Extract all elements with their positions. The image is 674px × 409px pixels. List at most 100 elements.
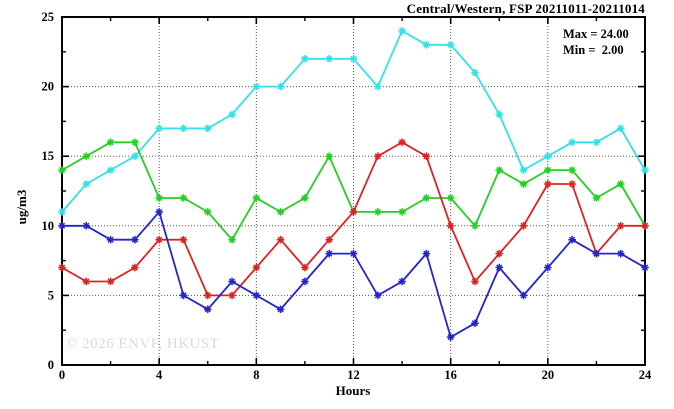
blue-series-marker <box>373 291 382 300</box>
cyan-series-marker <box>58 208 66 216</box>
cyan-series-marker <box>398 27 406 35</box>
green-series-marker <box>106 138 115 147</box>
cyan-series-marker <box>422 41 431 49</box>
blue-series-marker <box>471 319 479 328</box>
green-series-marker <box>616 180 625 188</box>
green-series-marker <box>398 208 406 216</box>
green-series-marker <box>446 194 455 202</box>
cyan-series-marker <box>155 124 163 133</box>
green-series-marker <box>155 194 163 202</box>
cyan-series-marker <box>228 110 236 119</box>
red-series-marker <box>471 277 479 286</box>
blue-series <box>58 208 649 341</box>
y-axis-title: ug/m3 <box>14 189 29 225</box>
y-tick-label: 15 <box>42 149 55 163</box>
blue-series-marker <box>131 235 139 244</box>
blue-series-marker <box>495 263 504 272</box>
red-series-marker <box>422 152 431 160</box>
green-series-marker <box>471 222 479 230</box>
x-tick-label: 20 <box>542 368 555 382</box>
x-axis-title: Hours <box>335 383 371 398</box>
cyan-series-marker <box>276 82 285 91</box>
x-tick-label: 24 <box>639 368 652 382</box>
cyan-series-marker <box>131 152 139 160</box>
red-series-marker <box>349 208 358 216</box>
cyan-series-marker <box>616 124 625 133</box>
red-series-marker <box>568 180 576 188</box>
green-series-marker <box>519 180 528 188</box>
cyan-series-marker <box>82 180 91 188</box>
green-series-marker <box>252 194 261 202</box>
blue-series-marker <box>616 249 625 258</box>
cyan-series-marker <box>495 110 504 119</box>
blue-series-marker <box>106 235 115 244</box>
blue-series-marker <box>592 249 601 258</box>
red-series-marker <box>616 222 625 230</box>
red-series-marker <box>155 235 163 244</box>
y-tick-label: 0 <box>48 358 54 372</box>
green-series-marker <box>58 166 66 174</box>
y-tick-label: 20 <box>42 80 55 94</box>
blue-series-marker <box>252 291 261 300</box>
x-tick-label: 16 <box>444 368 457 382</box>
stats-annotation: Max = 24.00 Min = 2.00 <box>563 26 629 58</box>
cyan-series-marker <box>252 82 261 91</box>
blue-series-marker <box>641 263 649 272</box>
red-series-marker <box>82 277 91 286</box>
red-series-marker <box>495 249 504 258</box>
red-series-marker <box>228 291 236 300</box>
red-series <box>58 138 649 300</box>
green-series-marker <box>179 194 188 202</box>
green-series-marker <box>228 235 236 244</box>
cyan-series-marker <box>301 54 309 63</box>
max-value-label: Max = 24.00 <box>563 27 629 41</box>
red-series-marker <box>325 235 334 244</box>
cyan-series <box>58 27 649 216</box>
blue-series-marker <box>228 277 236 286</box>
cyan-series-marker <box>203 124 212 133</box>
blue-series-marker <box>203 305 212 314</box>
cyan-series-marker <box>325 54 334 63</box>
blue-series-marker <box>398 277 406 286</box>
x-tick-label: 0 <box>59 368 65 382</box>
y-tick-label: 5 <box>48 288 54 302</box>
red-series-marker <box>276 235 285 244</box>
red-series-marker <box>446 222 455 230</box>
blue-series-marker <box>179 291 188 300</box>
green-series-marker <box>422 194 431 202</box>
watermark: © 2026 ENVF, HKUST <box>66 336 220 352</box>
blue-series-marker <box>422 249 431 258</box>
min-value-label: Min = 2.00 <box>563 43 624 57</box>
blue-series-marker <box>349 249 358 258</box>
cyan-series-marker <box>592 138 601 147</box>
red-series-marker <box>641 222 649 230</box>
red-series-marker <box>203 291 212 300</box>
cyan-series-marker <box>179 124 188 133</box>
y-tick-label: 25 <box>42 10 55 24</box>
green-series-marker <box>373 208 382 216</box>
x-tick-label: 12 <box>347 368 360 382</box>
green-series-marker <box>544 166 552 174</box>
green-series-marker <box>276 208 285 216</box>
blue-series-marker <box>519 291 528 300</box>
blue-series-marker <box>276 305 285 314</box>
red-series-marker <box>179 235 188 244</box>
red-series-marker <box>58 263 66 272</box>
red-series-marker <box>301 263 309 272</box>
gridlines <box>62 17 645 365</box>
blue-series-marker <box>544 263 552 272</box>
x-tick-label: 8 <box>253 368 259 382</box>
red-series-marker <box>519 222 528 230</box>
green-series-marker <box>301 194 309 202</box>
red-series-marker <box>373 152 382 160</box>
cyan-series-marker <box>349 54 358 63</box>
green-series-marker <box>203 208 212 216</box>
y-tick-label: 10 <box>42 219 55 233</box>
green-series-marker <box>495 166 504 174</box>
red-series-marker <box>252 263 261 272</box>
cyan-series-marker <box>373 82 382 91</box>
green-series-marker <box>325 152 334 160</box>
blue-series-marker <box>155 208 163 216</box>
green-series-marker <box>568 166 576 174</box>
